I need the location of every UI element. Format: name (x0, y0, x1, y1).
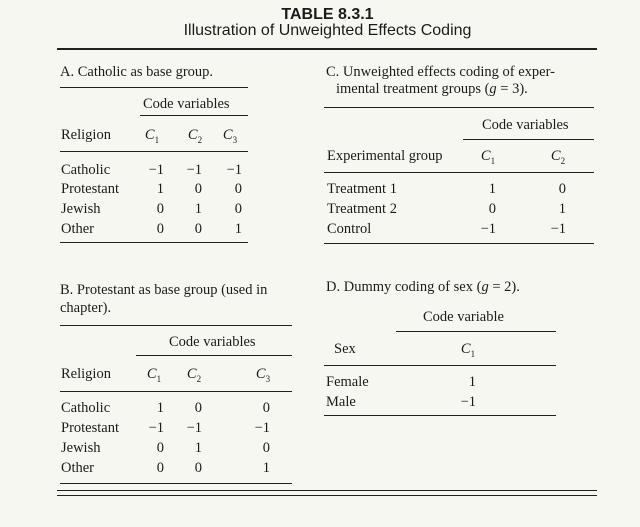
panel-c-cell: 0 (558, 181, 566, 197)
panel-b-caption-line2: chapter). (60, 300, 112, 316)
panel-a-bottom-rule (60, 242, 248, 243)
panel-d-cell: −1 (460, 394, 476, 410)
panel-b-cell: −1 (186, 420, 202, 436)
panel-a-cell: 1 (156, 181, 164, 197)
panel-c-top-rule (324, 107, 594, 108)
panel-b-cell: 0 (194, 400, 202, 416)
panel-a-cell: 0 (194, 181, 202, 197)
panel-a-group-rule (140, 115, 248, 116)
panel-d-caption: D. Dummy coding of sex (g = 2). (326, 279, 520, 295)
panel-a-cell: −1 (226, 162, 242, 178)
panel-c-bottom-rule (324, 243, 594, 244)
table-title: Illustration of Unweighted Effects Codin… (183, 22, 472, 39)
panel-d-head-rule (324, 365, 556, 366)
panel-c-group-header: Code variables (482, 117, 569, 133)
panel-b-code-1: C1 (146, 366, 162, 384)
panel-a-row-label: Other (61, 221, 95, 237)
panel-c-code-2: C2 (550, 148, 566, 166)
panel-c-cell: 1 (558, 201, 566, 217)
panel-a-row-label: Protestant (61, 181, 119, 197)
panel-b-code-2: C2 (186, 366, 202, 384)
panel-a-cell: 0 (194, 221, 202, 237)
table-number: TABLE 8.3.1 (281, 6, 374, 23)
panel-a-cell: −1 (148, 162, 164, 178)
panel-b-group-header: Code variables (169, 334, 256, 350)
panel-b-head-rule (60, 391, 292, 392)
panel-d-code-1: C1 (460, 341, 476, 359)
top-rule (57, 48, 597, 50)
panel-b-cell: 0 (262, 440, 270, 456)
panel-b-cell: 0 (156, 440, 164, 456)
panel-b-cell: 0 (194, 460, 202, 476)
panel-a-row-label: Jewish (61, 201, 101, 217)
panel-b-cell: 1 (194, 440, 202, 456)
panel-c-cell: 1 (488, 181, 496, 197)
panel-c-cell: −1 (480, 221, 496, 237)
panel-a-caption: A. Catholic as base group. (60, 64, 214, 80)
panel-c-col-label: Experimental group (327, 148, 443, 164)
panel-d-group-header: Code variable (423, 309, 504, 325)
panel-c-head-rule (324, 172, 594, 173)
panel-d-row-label: Male (326, 394, 356, 410)
panel-b-row-label: Catholic (61, 400, 111, 416)
bottom-rule (57, 495, 597, 496)
panel-b-cell: 1 (156, 400, 164, 416)
panel-a-row-label: Catholic (61, 162, 111, 178)
panel-b-cell: −1 (254, 420, 270, 436)
panel-c-code-1: C1 (480, 148, 496, 166)
panel-a-cell: −1 (186, 162, 202, 178)
panel-b-cell: 0 (262, 400, 270, 416)
panel-b-cell: −1 (148, 420, 164, 436)
panel-d-bottom-rule (324, 415, 556, 416)
panel-a-code-3: C3 (222, 127, 238, 145)
panel-b-group-rule (136, 355, 292, 356)
panel-d-row-label: Female (326, 374, 369, 390)
panel-b-bottom-rule (60, 483, 292, 484)
panel-a-code-2: C2 (187, 127, 203, 145)
panel-a-code-1: C1 (144, 127, 160, 145)
panel-c-cell: −1 (550, 221, 566, 237)
panel-b-code-3: C3 (255, 366, 271, 384)
panel-a-head-rule (60, 151, 248, 152)
panel-b-row-label: Protestant (61, 420, 119, 436)
panel-b-cell: 0 (156, 460, 164, 476)
panel-a-cell: 1 (194, 201, 202, 217)
panel-c-row-label: Control (327, 221, 372, 237)
panel-c-row-label: Treatment 1 (327, 181, 397, 197)
panel-a-cell: 0 (234, 201, 242, 217)
panel-b-row-label: Other (61, 460, 95, 476)
panel-a-cell: 0 (156, 201, 164, 217)
panel-b-row-label: Jewish (61, 440, 101, 456)
panel-c-row-label: Treatment 2 (327, 201, 397, 217)
panel-a-cell: 1 (234, 221, 242, 237)
bottom-rule (57, 490, 597, 491)
panel-a-top-rule (60, 87, 248, 88)
panel-c-cell: 0 (488, 201, 496, 217)
panel-b-caption-line1: B. Protestant as base group (used in (60, 282, 268, 298)
panel-d-group-rule (396, 331, 556, 332)
panel-c-caption-line1: C. Unweighted effects coding of exper- (326, 64, 555, 80)
panel-d-col-label: Sex (334, 341, 356, 357)
panel-a-cell: 0 (156, 221, 164, 237)
panel-d-cell: 1 (468, 374, 476, 390)
panel-c-group-rule (463, 139, 594, 140)
panel-b-top-rule (60, 325, 292, 326)
panel-b-cell: 1 (262, 460, 270, 476)
panel-b-col-label: Religion (61, 366, 111, 382)
panel-a-group-header: Code variables (143, 96, 230, 112)
panel-c-caption-line2: imental treatment groups (g = 3). (336, 81, 528, 97)
panel-a-cell: 0 (234, 181, 242, 197)
panel-a-col-label: Religion (61, 127, 111, 143)
